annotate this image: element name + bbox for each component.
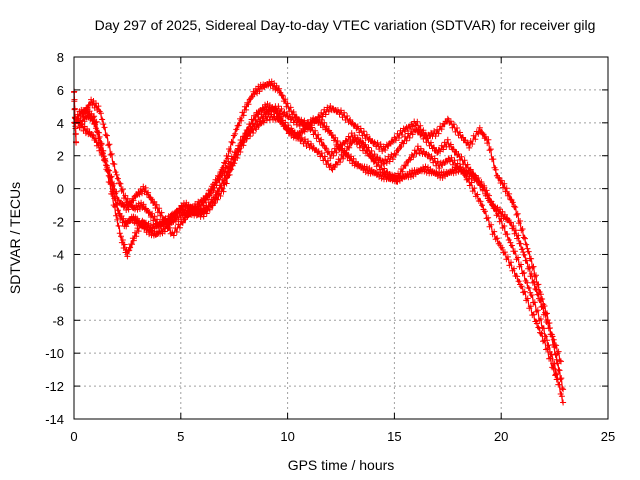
data-series xyxy=(73,110,560,383)
y-tick-label: -14 xyxy=(45,412,64,427)
x-tick-label: 25 xyxy=(601,429,615,444)
series-markers xyxy=(71,100,564,365)
y-tick-label: -6 xyxy=(52,280,64,295)
y-tick-label: -12 xyxy=(45,379,64,394)
data-series xyxy=(79,78,567,393)
y-tick-label: 4 xyxy=(57,116,64,131)
x-tick-label: 0 xyxy=(70,429,77,444)
data-series xyxy=(71,88,80,146)
y-tick-label: 0 xyxy=(57,182,64,197)
series-trace xyxy=(75,112,558,380)
x-tick-label: 5 xyxy=(177,429,184,444)
chart-title: Day 297 of 2025, Sidereal Day-to-day VTE… xyxy=(95,17,596,33)
y-tick-label: -2 xyxy=(52,215,64,230)
data-series xyxy=(71,100,564,365)
plot-frame xyxy=(73,56,609,420)
y-tick-label: 8 xyxy=(57,50,64,65)
y-tick-label: -4 xyxy=(52,247,64,262)
series-markers xyxy=(71,88,80,146)
y-axis-label: SDTVAR / TECUs xyxy=(7,182,23,294)
series-markers xyxy=(73,110,560,383)
y-tick-label: 2 xyxy=(57,149,64,164)
y-tick-label: 6 xyxy=(57,83,64,98)
x-axis-label: GPS time / hours xyxy=(288,457,395,473)
x-tick-label: 15 xyxy=(387,429,401,444)
x-tick-label: 20 xyxy=(494,429,508,444)
x-tick-label: 10 xyxy=(280,429,294,444)
tick-layer: 0 5 10 15 20 25 -14 -12 -10 -8 -6 -4 -2 0 2 4 6 8 xyxy=(45,50,615,444)
data-layer xyxy=(71,78,567,406)
y-tick-label: -10 xyxy=(45,346,64,361)
y-tick-label: -8 xyxy=(52,313,64,328)
